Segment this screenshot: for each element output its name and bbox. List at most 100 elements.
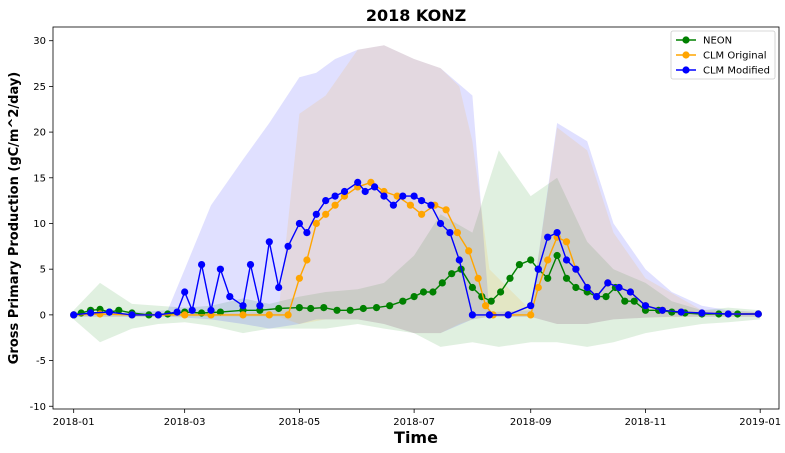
data-point-clm-modified [698,309,706,317]
data-point-clm-modified [275,283,283,292]
data-point-clm-modified [677,308,685,316]
data-point-neon [346,306,354,314]
data-point-clm-original [418,210,426,218]
data-point-clm-original [534,283,542,292]
data-point-clm-modified [265,238,273,246]
data-point-clm-modified [436,219,445,228]
data-point-clm-modified [128,311,136,319]
y-tick-label: -10 [30,402,46,413]
x-tick-label: 2018-01 [53,417,95,428]
data-point-clm-modified [216,265,224,273]
data-point-clm-modified [399,192,407,200]
y-axis-title: Gross Primary Production (gC/m^2/day) [7,72,22,365]
x-tick-label: 2018-11 [625,417,667,428]
data-point-clm-modified [410,192,418,200]
legend-marker-clm-modified [682,66,690,74]
x-axis-ticks: 2018-01 2018-03 2018-05 2018-07 2018-09 2018-… [53,409,781,428]
y-tick-label: 25 [33,82,46,93]
data-point-neon [386,302,394,310]
data-point-clm-modified [173,308,181,316]
data-point-neon [295,304,303,312]
data-point-clm-modified [724,310,732,318]
data-point-clm-original [295,274,303,282]
legend-box [670,30,776,80]
data-point-clm-original [393,192,401,200]
series-lines [70,178,762,319]
y-axis-ticks: -10 -5 0 5 10 15 20 25 30 [30,36,53,413]
legend-label-clm-original: CLM Original [703,51,767,62]
data-point-clm-original [406,201,414,209]
data-point-neon [333,306,341,314]
data-point-clm-original [181,311,189,319]
data-point-neon [77,309,85,317]
band-neon [73,150,761,347]
data-point-neon [468,283,476,292]
data-point-neon [359,304,367,313]
data-point-neon [630,297,638,305]
data-point-clm-modified [256,302,264,310]
data-point-neon [216,308,224,316]
legend-label-clm-modified: CLM Modified [703,66,770,77]
data-point-clm-modified [70,311,78,319]
data-point-clm-original [482,302,490,310]
data-point-clm-modified [468,311,476,319]
y-tick-label: -5 [36,356,46,367]
data-point-clm-modified [154,311,162,319]
data-point-neon [515,261,524,269]
data-point-neon [410,293,418,301]
data-point-clm-modified [295,219,303,228]
data-point-clm-modified [593,293,601,301]
data-point-neon [275,304,283,313]
data-point-clm-original [312,219,320,228]
data-point-neon [506,274,514,282]
data-point-neon [553,251,561,260]
data-point-clm-modified [322,197,330,205]
x-tick-label: 2018-05 [278,417,320,428]
plot-frame [52,26,780,410]
data-point-clm-modified [553,229,561,237]
data-point-clm-modified [485,311,493,319]
data-point-clm-modified [562,256,571,264]
data-point-neon [487,297,495,305]
data-point-neon [429,288,437,296]
legend-marker-clm-original [682,51,690,59]
data-point-clm-modified [754,310,762,318]
data-point-clm-original [265,311,273,319]
y-tick-label: 0 [40,310,46,321]
chart-title: 2018 KONZ [366,6,466,25]
data-point-clm-modified [207,306,215,314]
data-point-clm-modified [354,178,362,186]
data-point-neon [562,274,571,282]
data-point-clm-modified [455,256,463,264]
data-point-clm-original [442,206,450,214]
data-point-neon [372,304,381,312]
data-point-clm-modified [427,201,435,209]
data-point-clm-modified [604,279,612,287]
data-point-clm-original [465,247,473,255]
data-point-clm-modified [188,306,196,314]
data-point-clm-modified [615,283,623,292]
data-point-clm-modified [371,183,379,191]
data-point-clm-modified [226,293,234,301]
data-point-clm-modified [504,311,512,319]
data-point-clm-original [331,201,339,209]
data-point-neon [621,297,629,305]
data-point-neon [527,256,535,264]
y-tick-label: 30 [33,36,46,47]
data-point-clm-modified [239,302,247,310]
data-point-clm-original [284,311,292,319]
data-point-clm-modified [246,261,255,269]
data-point-neon [497,288,505,296]
data-point-clm-modified [389,201,397,209]
data-point-clm-modified [583,283,591,292]
data-point-neon [399,297,407,305]
data-point-neon [572,283,580,292]
data-point-clm-modified [534,265,542,273]
data-point-neon [307,304,315,313]
y-tick-label: 5 [40,265,46,276]
data-point-neon [602,293,610,301]
y-tick-label: 15 [33,173,46,184]
data-point-clm-original [527,311,535,319]
data-point-clm-modified [284,242,292,250]
